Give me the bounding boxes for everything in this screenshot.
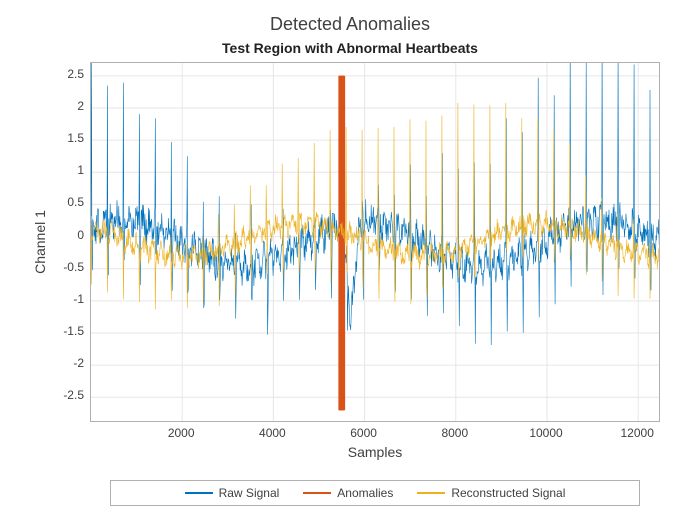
legend-label: Anomalies xyxy=(337,486,393,500)
y-tick-label: -1 xyxy=(44,292,84,306)
y-tick-label: 0.5 xyxy=(44,195,84,209)
x-tick-label: 6000 xyxy=(344,426,384,440)
x-tick-label: 8000 xyxy=(435,426,475,440)
y-tick-label: -0.5 xyxy=(44,260,84,274)
y-tick-label: -2.5 xyxy=(44,388,84,402)
x-tick-label: 2000 xyxy=(161,426,201,440)
figure: Detected Anomalies Test Region with Abno… xyxy=(0,0,700,525)
legend: Raw Signal Anomalies Reconstructed Signal xyxy=(110,480,640,506)
legend-label: Reconstructed Signal xyxy=(451,486,565,500)
legend-label: Raw Signal xyxy=(219,486,280,500)
y-tick-label: 2 xyxy=(44,99,84,113)
plot-area xyxy=(90,62,660,422)
legend-swatch xyxy=(303,492,331,494)
legend-item-raw: Raw Signal xyxy=(185,486,280,500)
x-tick-label: 4000 xyxy=(252,426,292,440)
axes-title: Test Region with Abnormal Heartbeats xyxy=(0,40,700,56)
legend-swatch xyxy=(185,492,213,494)
y-tick-label: -2 xyxy=(44,356,84,370)
y-tick-label: 2.5 xyxy=(44,67,84,81)
super-title: Detected Anomalies xyxy=(0,14,700,35)
y-tick-label: 1.5 xyxy=(44,131,84,145)
x-tick-label: 10000 xyxy=(526,426,566,440)
plot-svg xyxy=(91,63,660,422)
x-axis-label: Samples xyxy=(90,444,660,460)
legend-item-recon: Reconstructed Signal xyxy=(417,486,565,500)
y-tick-label: 0 xyxy=(44,228,84,242)
legend-swatch xyxy=(417,492,445,494)
reconstructed-signal-line xyxy=(91,103,660,309)
x-tick-label: 12000 xyxy=(617,426,657,440)
legend-item-anomaly: Anomalies xyxy=(303,486,393,500)
y-tick-label: -1.5 xyxy=(44,324,84,338)
y-tick-label: 1 xyxy=(44,163,84,177)
